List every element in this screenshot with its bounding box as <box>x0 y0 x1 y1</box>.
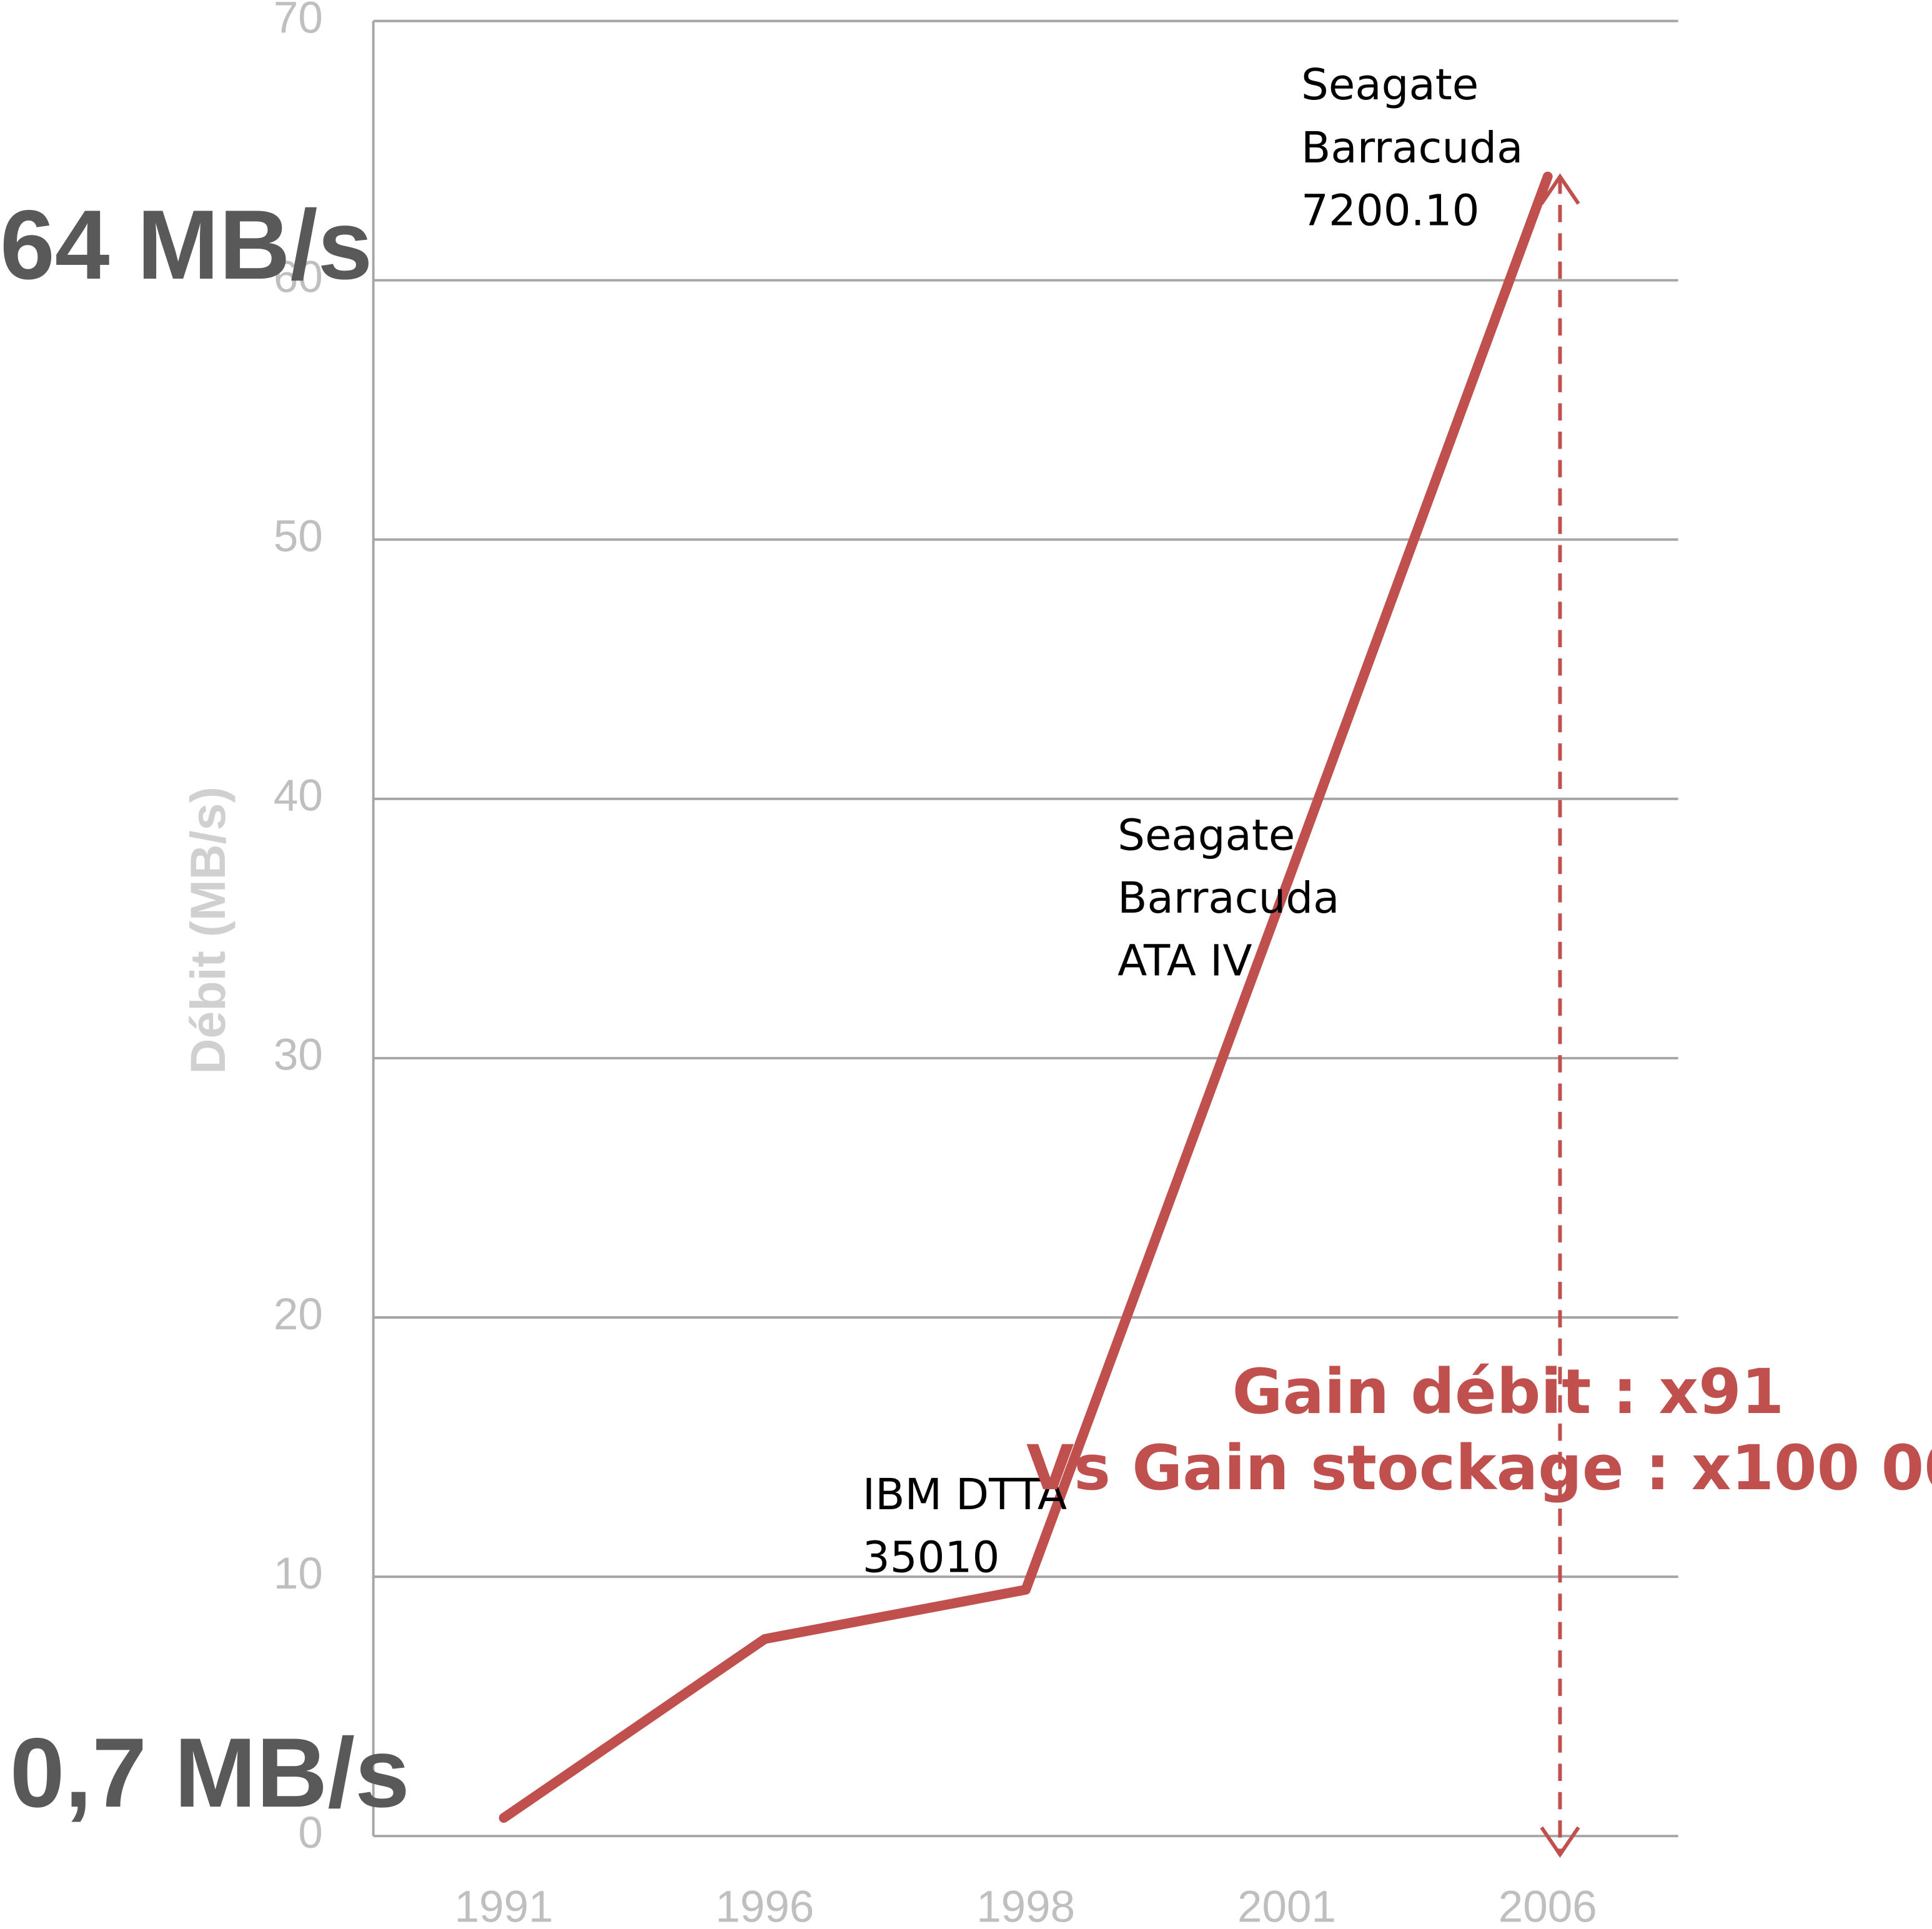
x-tick-label: 2006 <box>1499 1882 1597 1929</box>
annotation: Seagate <box>1117 810 1295 860</box>
gain-text: Gain débit : x91 <box>1232 1356 1785 1428</box>
x-tick-label: 1998 <box>976 1882 1075 1929</box>
annotation: Seagate <box>1301 60 1479 110</box>
y-tick-label: 0 <box>298 1808 323 1858</box>
y-tick-label: 40 <box>274 771 323 821</box>
annotation: 7200.10 <box>1301 186 1479 236</box>
x-tick-label: 2001 <box>1237 1882 1336 1929</box>
arrow-head <box>1540 173 1580 205</box>
highlight-label: 0,7 MB/s <box>10 1718 410 1828</box>
highlight-label: 64 MB/s <box>0 190 372 300</box>
annotation: Barracuda <box>1117 873 1339 923</box>
annotation: IBM DTTA <box>863 1470 1067 1520</box>
x-tick-label: 1991 <box>455 1882 553 1929</box>
y-tick-label: 10 <box>274 1549 323 1599</box>
y-tick-label: 70 <box>274 0 323 42</box>
annotation: Barracuda <box>1301 123 1523 173</box>
y-tick-label: 50 <box>274 512 323 562</box>
annotation: 35010 <box>863 1532 1000 1582</box>
annotation: ATA IV <box>1117 936 1252 986</box>
arrow-head <box>1540 1826 1580 1858</box>
y-tick-label: 20 <box>274 1290 323 1339</box>
y-tick-label: 60 <box>274 252 323 302</box>
x-tick-label: 1996 <box>715 1882 814 1929</box>
data-line <box>498 171 1553 1823</box>
y-axis-label: Débit (MB/s) <box>181 786 235 1074</box>
gain-text: Vs Gain stockage : x100 000 <box>1026 1432 1932 1504</box>
y-tick-label: 30 <box>274 1031 323 1080</box>
